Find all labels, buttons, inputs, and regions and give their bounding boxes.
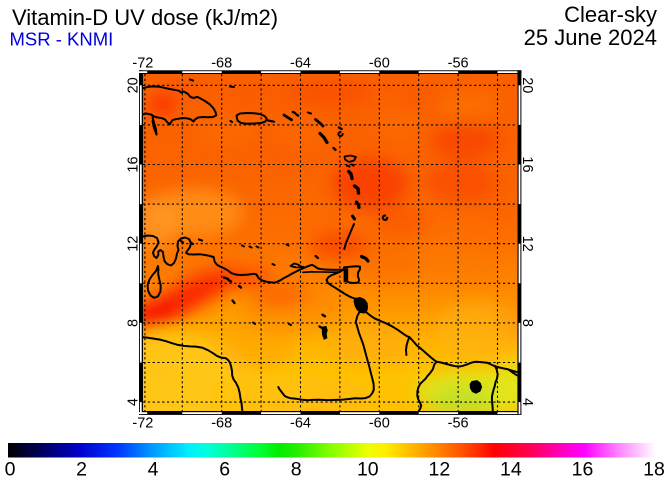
svg-text:4: 4 [148, 459, 159, 480]
svg-text:-68: -68 [211, 56, 232, 72]
svg-text:-60: -60 [369, 56, 390, 72]
svg-text:-64: -64 [290, 416, 311, 432]
svg-text:8: 8 [126, 319, 142, 327]
svg-text:-56: -56 [448, 416, 469, 432]
svg-text:12: 12 [519, 236, 535, 252]
svg-text:10: 10 [357, 459, 379, 480]
svg-text:6: 6 [219, 459, 230, 480]
svg-text:-72: -72 [132, 56, 153, 72]
svg-text:8: 8 [519, 319, 535, 327]
svg-text:12: 12 [429, 459, 451, 480]
svg-text:Vitamin-D UV dose (kJ/m2): Vitamin-D UV dose (kJ/m2) [12, 5, 278, 30]
svg-text:14: 14 [500, 459, 522, 480]
svg-text:16: 16 [519, 156, 535, 172]
svg-text:Clear-sky: Clear-sky [564, 2, 657, 27]
svg-text:0: 0 [5, 459, 16, 480]
svg-text:20: 20 [126, 77, 142, 93]
svg-text:-56: -56 [448, 56, 469, 72]
svg-text:12: 12 [126, 236, 142, 252]
svg-text:20: 20 [519, 77, 535, 93]
svg-text:16: 16 [572, 459, 594, 480]
svg-text:8: 8 [291, 459, 302, 480]
svg-text:2: 2 [76, 459, 87, 480]
svg-text:-68: -68 [211, 416, 232, 432]
svg-text:25 June 2024: 25 June 2024 [524, 25, 657, 50]
svg-text:16: 16 [126, 156, 142, 172]
svg-text:4: 4 [126, 398, 142, 406]
svg-text:18: 18 [643, 459, 665, 480]
svg-text:MSR - KNMI: MSR - KNMI [10, 29, 114, 50]
svg-text:-64: -64 [290, 56, 311, 72]
svg-text:-60: -60 [369, 416, 390, 432]
svg-text:-72: -72 [132, 416, 153, 432]
svg-text:4: 4 [519, 398, 535, 406]
